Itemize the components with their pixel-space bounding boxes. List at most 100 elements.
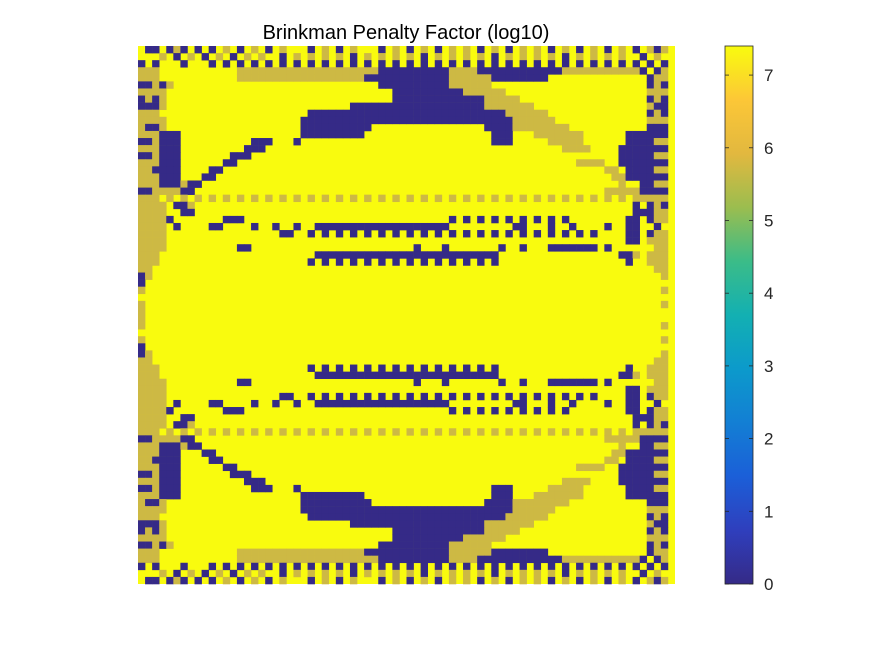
heatmap-cell	[349, 53, 358, 61]
heatmap-cell	[477, 194, 485, 203]
heatmap-cell	[526, 67, 534, 75]
heatmap-cell	[314, 371, 323, 380]
heatmap-cell	[293, 428, 301, 436]
heatmap-cell	[590, 244, 598, 252]
heatmap-cell	[138, 449, 146, 457]
heatmap-cell	[646, 46, 655, 54]
heatmap-cell	[484, 109, 492, 118]
heatmap-cell	[222, 562, 231, 571]
heatmap-cell	[434, 506, 443, 514]
heatmap-cell	[448, 194, 457, 203]
heatmap-cell	[138, 541, 146, 549]
heatmap-cell	[208, 222, 217, 231]
heatmap-cell	[152, 385, 160, 394]
heatmap-cell	[498, 527, 506, 535]
heatmap-cell	[540, 513, 549, 521]
heatmap-cell	[328, 130, 337, 139]
heatmap-cell	[159, 385, 167, 394]
colorbar-tick-label: 6	[764, 139, 773, 158]
heatmap-cell	[611, 449, 619, 457]
heatmap-cell	[540, 555, 549, 564]
heatmap-cell	[152, 230, 160, 238]
heatmap-cell	[653, 470, 662, 479]
heatmap-cell	[152, 491, 160, 500]
heatmap-cell	[505, 491, 513, 500]
heatmap-cell	[265, 484, 273, 493]
heatmap-cell	[519, 378, 527, 387]
heatmap-cell	[378, 194, 386, 203]
heatmap-cell	[138, 130, 146, 139]
heatmap-cell	[236, 555, 245, 564]
heatmap-cell	[420, 81, 428, 89]
heatmap-cell	[272, 67, 280, 75]
heatmap-cell	[145, 477, 153, 486]
heatmap-cell	[632, 130, 640, 139]
heatmap-cell	[392, 562, 400, 571]
heatmap-cell	[576, 130, 584, 139]
heatmap-cell	[519, 116, 527, 125]
heatmap-cell	[187, 180, 195, 188]
heatmap-cell	[470, 109, 478, 118]
heatmap-cell	[236, 407, 245, 415]
heatmap-cell	[519, 548, 527, 556]
heatmap-cell	[145, 116, 153, 125]
heatmap-cell	[463, 428, 471, 436]
heatmap-cell	[646, 237, 655, 245]
heatmap-cell	[491, 230, 499, 238]
heatmap-cell	[321, 428, 330, 436]
heatmap-cell	[519, 407, 527, 415]
heatmap-cell	[180, 187, 188, 195]
heatmap-cell	[646, 392, 655, 401]
heatmap-cell	[364, 109, 372, 118]
heatmap-cell	[406, 520, 414, 528]
heatmap-cell	[399, 513, 407, 521]
heatmap-cell	[477, 527, 485, 535]
heatmap-cell	[434, 95, 443, 103]
heatmap-cell	[512, 95, 520, 103]
heatmap-cell	[639, 484, 648, 493]
heatmap-cell	[328, 399, 337, 408]
heatmap-cell	[420, 95, 428, 103]
heatmap-cell	[491, 53, 499, 61]
heatmap-cell	[427, 541, 436, 549]
heatmap-cell	[251, 428, 259, 436]
heatmap-cell	[378, 562, 386, 571]
heatmap-cell	[349, 576, 358, 585]
heatmap-cell	[342, 67, 351, 75]
heatmap-cell	[463, 520, 471, 528]
heatmap-cell	[484, 541, 492, 549]
heatmap-cell	[152, 428, 160, 436]
heatmap-cell	[307, 67, 315, 75]
heatmap-cell	[138, 378, 146, 387]
heatmap-cell	[427, 371, 436, 380]
heatmap-cell	[364, 371, 372, 380]
heatmap-cell	[187, 187, 195, 195]
heatmap-cell	[364, 194, 372, 203]
heatmap-cell	[138, 60, 146, 68]
heatmap-cell	[152, 414, 160, 422]
heatmap-cell	[173, 456, 181, 464]
heatmap-cell	[547, 576, 556, 585]
heatmap-cell	[632, 428, 640, 436]
heatmap-cell	[554, 499, 563, 507]
heatmap-cell	[576, 392, 584, 401]
heatmap-cell	[138, 138, 146, 146]
heatmap-cell	[208, 562, 217, 571]
heatmap-cell	[335, 392, 344, 401]
heatmap-cell	[547, 46, 556, 54]
heatmap-cell	[448, 251, 457, 259]
heatmap-cell	[625, 477, 633, 486]
heatmap-cell	[406, 392, 414, 401]
heatmap-cell	[463, 548, 471, 556]
heatmap-cell	[385, 520, 393, 528]
heatmap-cell	[639, 449, 648, 457]
heatmap-cell	[413, 548, 421, 556]
heatmap-cell	[519, 499, 527, 507]
heatmap-cell	[152, 180, 160, 188]
heatmap-cell	[597, 463, 605, 472]
heatmap-cell	[505, 109, 513, 118]
heatmap-cell	[498, 102, 506, 111]
heatmap-cell	[145, 414, 153, 422]
heatmap-cell	[660, 159, 669, 167]
heatmap-cell	[173, 138, 181, 146]
